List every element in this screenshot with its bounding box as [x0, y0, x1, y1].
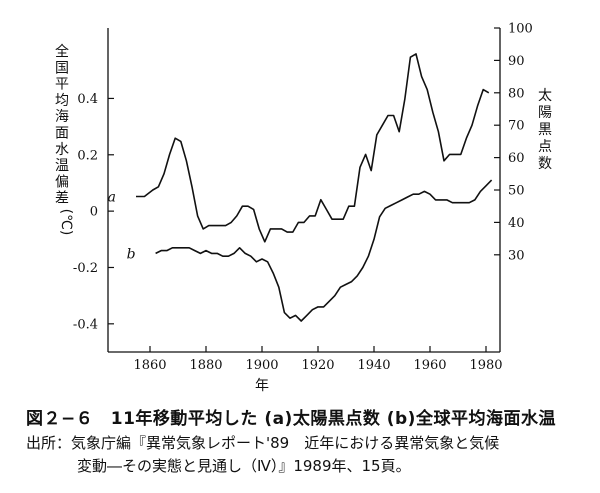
- y-right-tick-label: 90: [508, 54, 525, 69]
- chart: 1860 1880 1900 1920 1940 1960 1980 0.4 0.2 0 -0.2…: [55, 22, 552, 395]
- y-left-axis-title: 全国平均海面水温偏差: [55, 43, 69, 207]
- y-right-axis-title: 太陽黒点数: [538, 88, 552, 172]
- y-right-tick-label: 80: [508, 86, 525, 101]
- y-left-axis-unit: (℃): [58, 209, 74, 236]
- x-ticks: 1860 1880 1900 1920 1940 1960 1980: [133, 346, 503, 373]
- x-tick-label: 1960: [413, 358, 446, 373]
- source-line-2: 変動―その実態と見通し（Ⅳ）』1989年、15頁。: [77, 457, 411, 475]
- x-tick-label: 1980: [469, 358, 502, 373]
- series-label-b: b: [127, 246, 136, 262]
- y-left-tick-label: 0.2: [77, 148, 98, 163]
- series-lines: ab: [108, 53, 493, 322]
- y-left-tick-label: -0.4: [73, 317, 98, 332]
- y-right-tick-label: 60: [508, 151, 525, 166]
- y-left-tick-label: -0.2: [73, 261, 98, 276]
- source-line-1: 出所：気象庁編『異常気象レポート'89 近年における異常気象と気候: [26, 434, 500, 452]
- figure-caption: 図２−６ 11年移動平均した (a)太陽黒点数 (b)全球平均海面水温: [26, 409, 556, 429]
- y-left-tick-label: 0.4: [77, 92, 98, 107]
- figure-source: 出所：気象庁編『異常気象レポート'89 近年における異常気象と気候 変動―その実…: [26, 432, 499, 478]
- y-right-ticks: 100 90 80 70 60 50 40 30: [494, 22, 533, 263]
- x-tick-label: 1900: [245, 358, 278, 373]
- x-axis-title: 年: [255, 378, 269, 394]
- x-tick-label: 1940: [357, 358, 390, 373]
- y-right-tick-label: 40: [508, 216, 525, 231]
- series-line-a: [136, 53, 490, 243]
- series-line-b: [155, 179, 493, 322]
- y-left-ticks: 0.4 0.2 0 -0.2 -0.4: [73, 92, 114, 332]
- series-label-a: a: [108, 189, 116, 205]
- y-right-tick-label: 100: [508, 22, 533, 37]
- x-tick-label: 1860: [133, 358, 166, 373]
- y-right-tick-label: 70: [508, 119, 525, 134]
- chart-axes: [107, 28, 501, 353]
- y-right-tick-label: 50: [508, 184, 525, 199]
- y-right-tick-label: 30: [508, 248, 525, 263]
- axis-labels: 年 全国平均海面水温偏差 (℃) 太陽黒点数: [55, 43, 552, 394]
- y-left-tick-label: 0: [90, 205, 98, 220]
- x-tick-label: 1920: [301, 358, 334, 373]
- x-tick-label: 1880: [189, 358, 222, 373]
